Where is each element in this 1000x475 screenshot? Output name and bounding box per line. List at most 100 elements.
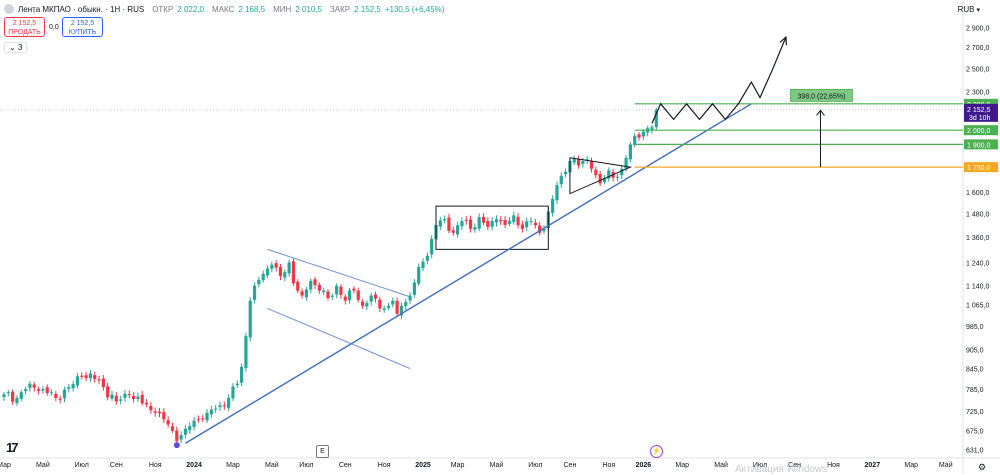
y-tick-label: 1 360,0	[966, 235, 989, 242]
candle-up	[641, 131, 645, 137]
candle-up	[15, 397, 19, 404]
candle-down	[447, 217, 451, 231]
flash-icon[interactable]: ⚡	[650, 445, 663, 458]
x-tick-label: Ноя	[827, 462, 840, 469]
gear-icon[interactable]: ⚙	[978, 462, 987, 472]
candle-down	[58, 398, 62, 400]
level-label: 2 000,0	[967, 128, 990, 135]
x-tick-label: Мар	[0, 462, 11, 469]
x-tick-label: Май	[939, 461, 953, 469]
chevron-down-icon: ⌄	[9, 43, 16, 52]
x-tick-label: Мар	[904, 462, 918, 469]
y-tick-label: 2 500,0	[966, 66, 989, 73]
close-value: 2 152,5	[354, 4, 381, 14]
buy-button[interactable]: 2 152,5 КУПИТЬ	[62, 17, 103, 37]
candle-down	[153, 411, 157, 413]
candle-up	[304, 289, 308, 298]
x-tick-label: Май	[490, 461, 504, 469]
candle-down	[468, 219, 473, 229]
candle-up	[654, 109, 658, 128]
x-tick-label: Мар	[226, 462, 240, 469]
candle-up	[248, 300, 252, 338]
candle-down	[486, 221, 490, 227]
open-value: 2 022,0	[177, 4, 204, 14]
currency-selector[interactable]: RUB	[958, 5, 980, 14]
candle-up	[188, 426, 192, 431]
candle-down	[520, 224, 524, 229]
candle-up	[309, 280, 313, 290]
candle-down	[300, 291, 304, 296]
sell-button[interactable]: 2 152,5 ПРОДАТЬ	[4, 17, 45, 37]
candle-up	[425, 255, 429, 261]
x-tick-label: Июл	[528, 462, 542, 469]
chart-header: Лента МКПАО · обыкн. · 1Н · RUS ОТКР 2 02…	[4, 4, 444, 14]
candle-up	[369, 295, 373, 302]
candle-up	[67, 387, 71, 389]
x-tick-label: Сен	[339, 462, 352, 469]
candle-down	[378, 299, 382, 309]
x-tick-label: Ноя	[378, 462, 391, 469]
candle-down	[149, 405, 153, 411]
candle-up	[179, 435, 183, 440]
candle-down	[166, 420, 170, 425]
candle-up	[209, 409, 213, 415]
close-label: ЗАКР	[329, 4, 351, 14]
candle-down	[395, 300, 399, 314]
candle-down	[101, 378, 105, 388]
candle-down	[274, 263, 278, 268]
x-tick-label: 2024	[186, 462, 202, 469]
x-tick-label: 2025	[415, 462, 431, 469]
level-label: 1 900,0	[967, 142, 990, 149]
candle-up	[581, 161, 585, 164]
candle-up	[529, 221, 533, 223]
indicator-count: 3	[17, 43, 23, 52]
y-tick-label: 675,0	[966, 429, 984, 436]
candle-up	[283, 272, 287, 278]
candle-up	[477, 217, 481, 229]
current-price-label: 2 152,5	[967, 107, 990, 114]
y-tick-label: 725,0	[966, 409, 984, 416]
candle-down	[538, 225, 542, 233]
buy-label: КУПИТЬ	[68, 29, 97, 36]
x-tick-label: Ноя	[149, 462, 162, 469]
candle-up	[257, 279, 261, 285]
spread-value: 0,0	[49, 24, 59, 31]
candle-down	[589, 160, 594, 169]
measure-arrowhead	[816, 109, 825, 116]
measure-label: 398,0 (22,65%)	[798, 93, 846, 100]
x-tick-label: 2027	[865, 462, 881, 469]
candle-up	[404, 301, 408, 307]
candle-up	[62, 389, 67, 399]
candle-up	[287, 262, 291, 274]
candle-down	[360, 301, 365, 306]
symbol-title[interactable]: Лента МКПАО · обыкн. · 1Н · RUS	[18, 4, 145, 14]
projection-path	[651, 36, 787, 124]
candle-up	[205, 412, 209, 421]
x-tick-label: Июл	[753, 462, 767, 469]
candle-up	[330, 295, 334, 297]
windows-watermark: Активация Windows	[735, 464, 828, 475]
candle-up	[408, 295, 412, 301]
candle-down	[32, 384, 36, 388]
candle-down	[196, 419, 200, 421]
y-tick-label: 2 300,0	[966, 90, 989, 97]
candle-down	[503, 219, 507, 225]
candle-up	[602, 178, 607, 183]
candle-down	[80, 375, 84, 377]
candle-up	[443, 219, 447, 221]
y-tick-label: 2 900,0	[966, 25, 989, 32]
x-tick-label: Май	[265, 461, 279, 469]
x-tick-label: Мар	[675, 462, 689, 469]
candle-down	[317, 284, 321, 291]
candle-up	[456, 225, 460, 235]
candle-down	[594, 169, 598, 176]
candle-up	[19, 392, 23, 399]
tradingview-logo-icon[interactable]: 17	[6, 440, 19, 455]
level-tag	[964, 98, 998, 109]
indicators-toggle[interactable]: ⌄ 3	[4, 42, 28, 53]
candle-up	[399, 305, 404, 316]
candle-down	[481, 216, 486, 223]
events-icon[interactable]: E	[316, 445, 329, 458]
low-label: МИН	[273, 4, 292, 14]
